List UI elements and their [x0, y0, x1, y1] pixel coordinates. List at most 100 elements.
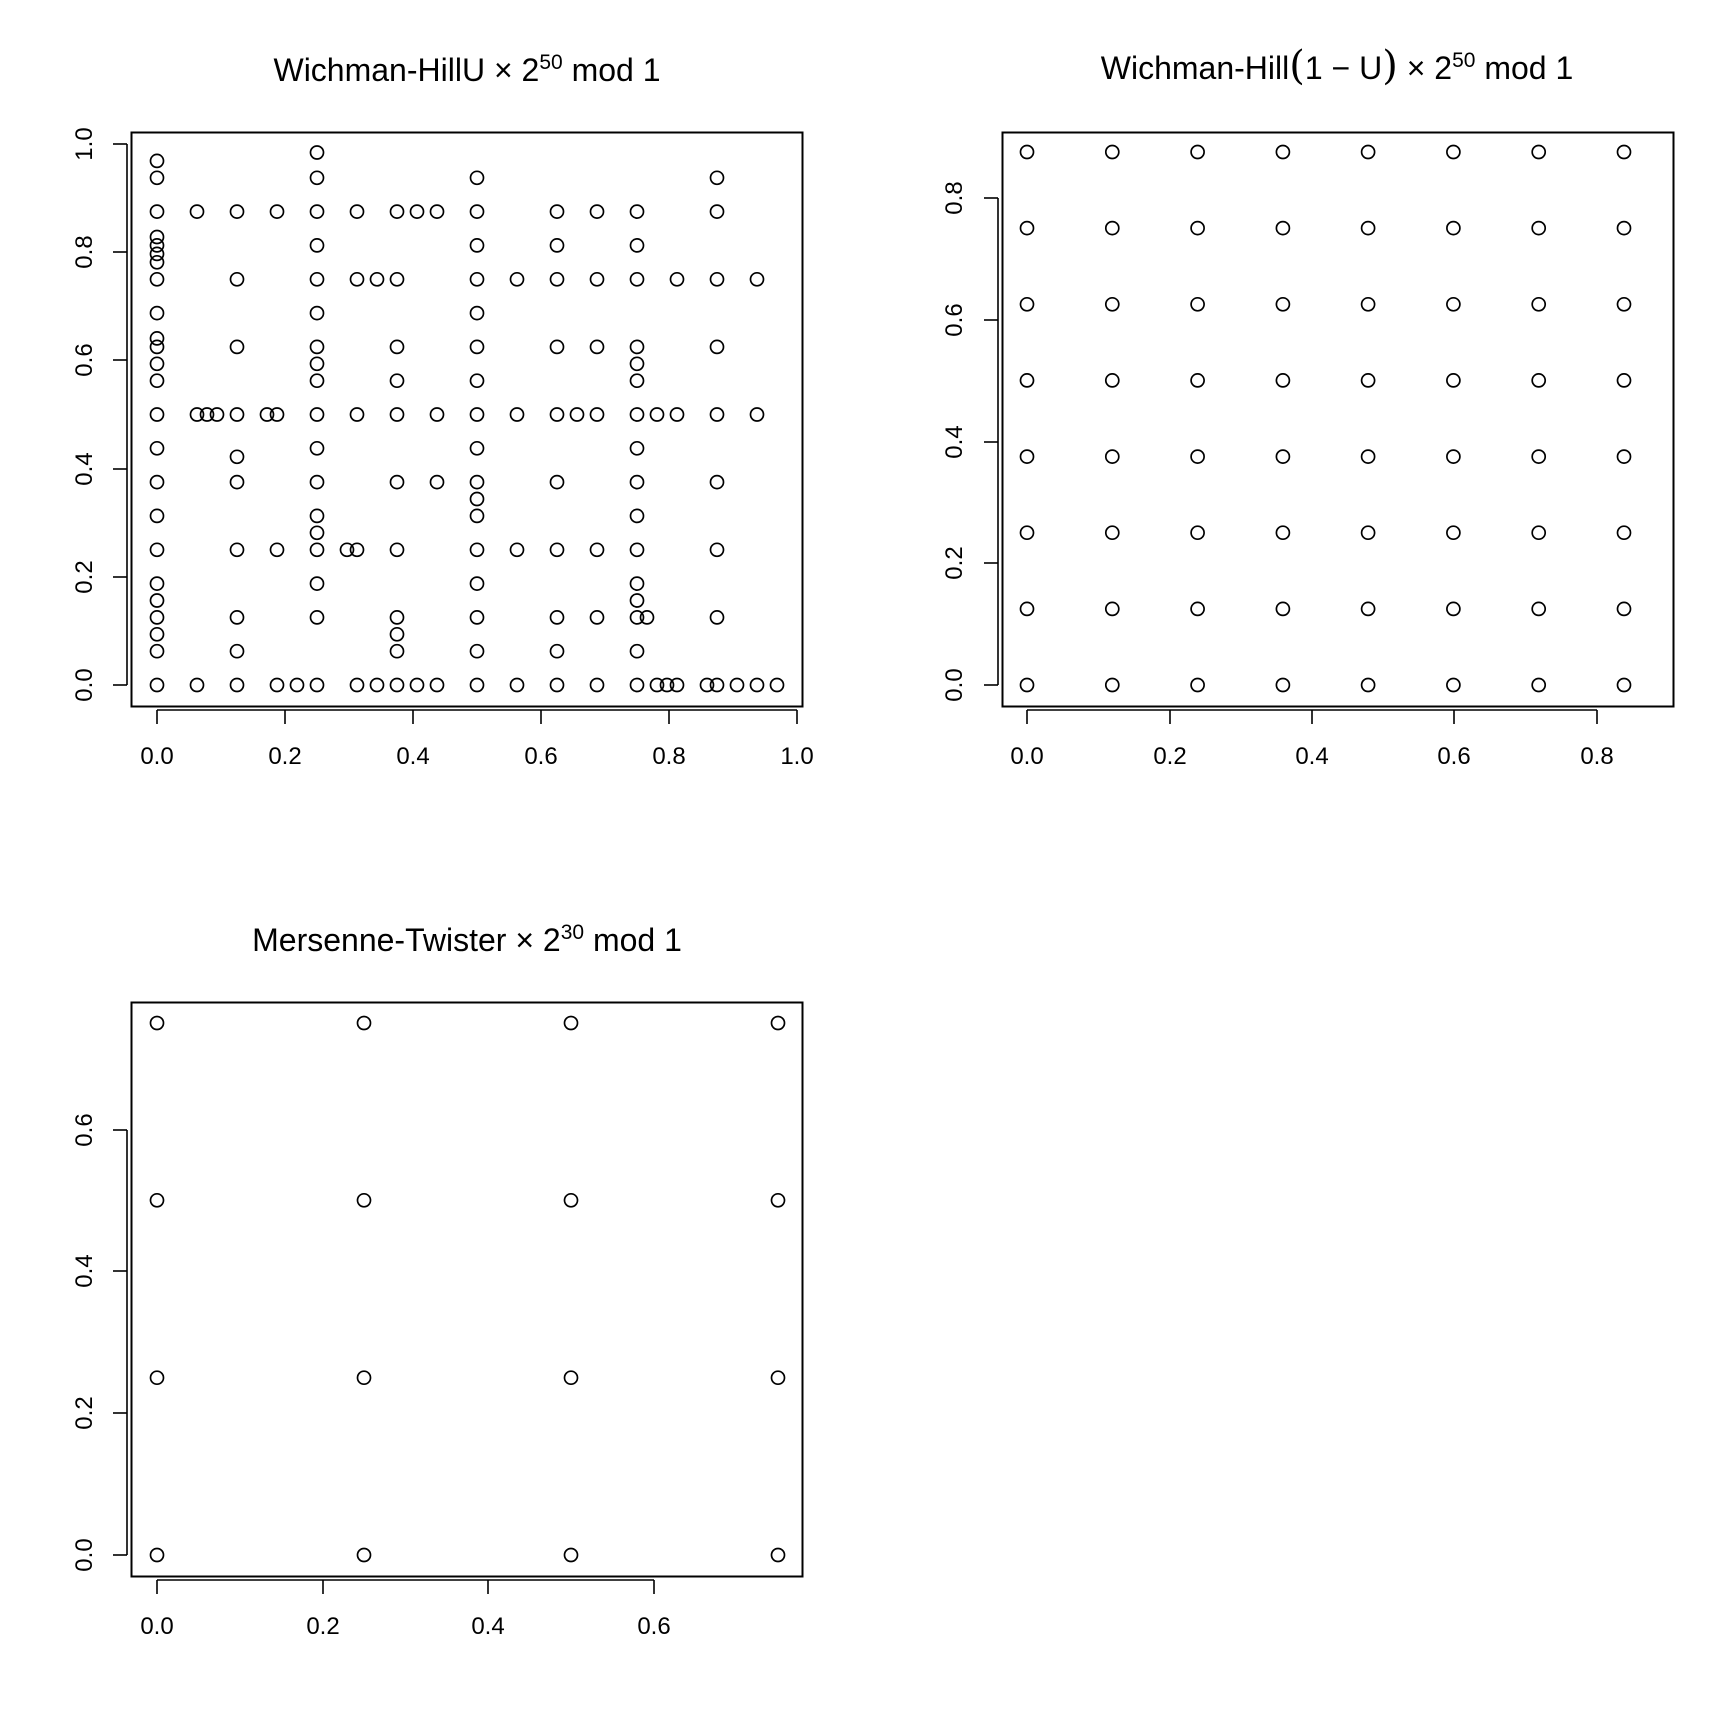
scatter-point [1275, 144, 1291, 160]
scatter-point [149, 339, 165, 355]
scatter-point [1531, 144, 1547, 160]
panel-3-points [149, 1015, 786, 1563]
scatter-point [269, 407, 285, 422]
scatter-point [469, 491, 485, 507]
scatter-point [629, 508, 645, 524]
scatter-point [189, 677, 205, 693]
scatter-point [309, 204, 325, 219]
scatter-point [649, 407, 665, 422]
scatter-point [1104, 220, 1120, 236]
scatter-point [309, 145, 325, 160]
scatter-point [349, 407, 365, 422]
scatter-point [709, 170, 725, 186]
scatter-point [1104, 296, 1120, 312]
scatter-point [229, 339, 245, 355]
panel-3-plot-box [130, 1001, 804, 1578]
scatter-point [469, 238, 485, 253]
scatter-point [1616, 525, 1632, 541]
scatter-point [309, 407, 325, 422]
scatter-point [229, 474, 245, 490]
scatter-point [1275, 525, 1291, 541]
scatter-point [1019, 449, 1035, 464]
scatter-point [549, 407, 565, 422]
scatter-point [1190, 296, 1205, 312]
scatter-point [309, 305, 325, 321]
scatter-point [509, 542, 525, 558]
scatter-point [1019, 220, 1035, 236]
scatter-point [149, 1015, 165, 1031]
scatter-point [1190, 525, 1205, 541]
panel-3-title-exp: 30 [561, 921, 584, 944]
scatter-point [1531, 373, 1547, 388]
scatter-point [149, 508, 165, 524]
scatter-point [1104, 525, 1120, 541]
scatter-point [149, 576, 165, 591]
panel-1-x-tick-label: 1.0 [780, 743, 813, 770]
scatter-point [469, 407, 485, 422]
scatter-point [349, 271, 365, 287]
scatter-point [229, 449, 245, 465]
panel-3-y-tick-label: 0.2 [71, 1396, 98, 1429]
panel-3-x-tick-label: 0.2 [306, 1613, 339, 1640]
panel-1-title: Wichman-HillU × 250 mod 1 [273, 51, 660, 88]
panel-3-y-tick-label: 0.4 [71, 1254, 98, 1287]
scatter-point [1531, 525, 1547, 541]
panel-3-x-tick-label: 0.6 [637, 1613, 670, 1640]
scatter-point [669, 271, 685, 287]
panel-1-y-tick-label: 0.8 [71, 235, 98, 268]
panel-1-title-lead: Wichman-HillU [273, 52, 485, 88]
panel-1-times-symbol: × [485, 52, 521, 88]
scatter-point [469, 305, 485, 321]
scatter-point [149, 246, 165, 262]
scatter-point [629, 440, 645, 456]
scatter-point [269, 542, 285, 558]
scatter-point [469, 474, 485, 490]
scatter-point [549, 474, 565, 490]
scatter-point [229, 204, 245, 219]
scatter-point [309, 238, 325, 253]
panel-2-y-tick-label: 0.8 [941, 181, 968, 214]
panel-1-x-tick-label: 0.8 [652, 743, 685, 770]
scatter-point [389, 643, 405, 659]
scatter-point [1531, 220, 1547, 236]
panel-2-title-inner: 1 − U [1305, 50, 1382, 86]
scatter-point [1104, 601, 1120, 617]
scatter-point [149, 373, 165, 389]
scatter-point [770, 1547, 786, 1563]
scatter-point [1190, 449, 1205, 464]
scatter-point [309, 170, 325, 186]
scatter-point [629, 356, 645, 372]
scatter-point [549, 238, 565, 253]
scatter-point [629, 407, 645, 422]
panel-1-y-axis: 0.0 0.2 0.4 0.6 0.8 1.0 [71, 127, 128, 702]
scatter-point [1019, 144, 1035, 160]
scatter-point [429, 474, 445, 490]
scatter-point [309, 508, 325, 524]
scatter-point [1531, 449, 1547, 464]
scatter-point [769, 677, 785, 693]
panel-3-title: Mersenne-Twister × 230 mod 1 [252, 921, 682, 958]
scatter-point [309, 525, 325, 541]
scatter-point [149, 356, 165, 372]
scatter-point [1104, 144, 1120, 160]
scatter-point [1360, 296, 1376, 312]
scatter-point [1531, 296, 1547, 312]
scatter-point [309, 677, 325, 693]
scatter-point [149, 474, 165, 490]
scatter-point [356, 1370, 372, 1386]
scatter-point [709, 610, 725, 625]
scatter-point [389, 271, 405, 287]
panel-1-title-tail: mod 1 [572, 52, 661, 88]
scatter-point [149, 1192, 165, 1208]
scatter-point [309, 373, 325, 389]
scatter-point [1190, 220, 1205, 236]
scatter-point [309, 339, 325, 355]
scatter-point [149, 204, 165, 219]
scatter-point [1104, 677, 1120, 693]
scatter-point [1275, 296, 1291, 312]
panel-3-times-symbol: × [506, 922, 542, 958]
scatter-point [509, 407, 525, 422]
scatter-point [289, 677, 305, 693]
scatter-point [770, 1015, 786, 1031]
